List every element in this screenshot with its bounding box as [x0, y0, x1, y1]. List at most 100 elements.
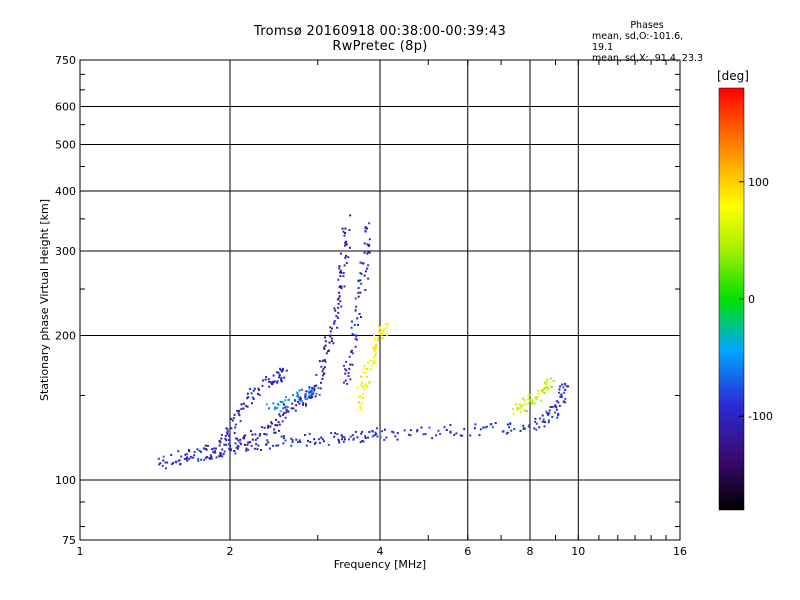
data-point [349, 435, 352, 438]
data-point [336, 316, 339, 319]
data-point [270, 382, 273, 385]
data-point [385, 436, 388, 439]
data-point [360, 432, 363, 435]
data-point [331, 337, 334, 340]
data-point [510, 429, 513, 432]
data-point [559, 385, 562, 388]
data-point [309, 394, 312, 397]
data-point [267, 424, 270, 427]
data-point [563, 391, 566, 394]
data-point [559, 395, 562, 398]
data-point [366, 227, 369, 230]
data-point [546, 389, 549, 392]
data-point [205, 456, 208, 459]
data-point [256, 392, 259, 395]
data-point [234, 442, 237, 445]
data-point [300, 400, 303, 403]
data-point [185, 457, 188, 460]
data-point [281, 370, 284, 373]
data-point [363, 242, 366, 245]
data-point [313, 438, 316, 441]
data-point [371, 435, 374, 438]
data-point [343, 285, 346, 288]
data-point [284, 399, 287, 402]
data-point [304, 434, 307, 437]
data-point [308, 391, 311, 394]
data-point [523, 399, 526, 402]
data-point [355, 335, 358, 338]
data-point [357, 295, 360, 298]
data-point [339, 271, 342, 274]
data-point [225, 443, 228, 446]
data-point [537, 392, 540, 395]
data-point [196, 448, 199, 451]
data-point [249, 441, 252, 444]
data-point [265, 433, 268, 436]
data-point [242, 407, 245, 410]
data-point [246, 443, 249, 446]
data-point [333, 322, 336, 325]
data-point [304, 393, 307, 396]
data-point [338, 441, 341, 444]
data-point [506, 423, 509, 426]
data-point [250, 392, 253, 395]
data-point [543, 392, 546, 395]
data-point [286, 406, 289, 409]
data-point [172, 461, 175, 464]
data-point [373, 360, 376, 363]
data-point [479, 428, 482, 431]
data-point [263, 432, 266, 435]
data-point [527, 398, 530, 401]
data-point [363, 364, 366, 367]
data-point [367, 264, 370, 267]
data-point [309, 396, 312, 399]
data-point [381, 337, 384, 340]
data-point [561, 383, 564, 386]
data-point [276, 407, 279, 410]
data-point [243, 435, 246, 438]
data-point [281, 407, 284, 410]
data-point [225, 427, 228, 430]
data-point [329, 334, 332, 337]
data-point [186, 456, 189, 459]
data-point [352, 437, 355, 440]
data-point [304, 397, 307, 400]
data-point [321, 377, 324, 380]
data-point [284, 411, 287, 414]
data-point [555, 405, 558, 408]
data-point [246, 392, 249, 395]
data-point [375, 352, 378, 355]
data-point [526, 410, 529, 413]
y-tick-label: 200 [55, 330, 76, 343]
data-point [377, 325, 380, 328]
data-point [349, 363, 352, 366]
data-point [367, 251, 370, 254]
data-point [546, 412, 549, 415]
data-point [392, 431, 395, 434]
data-point [295, 438, 298, 441]
data-point [549, 385, 552, 388]
data-point [361, 385, 364, 388]
data-point [564, 401, 567, 404]
data-point [344, 379, 347, 382]
data-point [299, 399, 302, 402]
data-point [261, 384, 264, 387]
data-point [511, 407, 514, 410]
data-point [340, 286, 343, 289]
data-point [341, 227, 344, 230]
data-point [244, 434, 247, 437]
data-point [220, 433, 223, 436]
data-point [258, 393, 261, 396]
data-point [209, 454, 212, 457]
data-point [192, 456, 195, 459]
data-point [352, 438, 355, 441]
data-point [225, 439, 228, 442]
data-point [211, 448, 214, 451]
data-point [282, 368, 285, 371]
colorbar-tick-label: -100 [748, 410, 773, 423]
data-point [200, 458, 203, 461]
data-point [484, 426, 487, 429]
data-point [356, 409, 359, 412]
data-point [275, 418, 278, 421]
data-point [343, 234, 346, 237]
